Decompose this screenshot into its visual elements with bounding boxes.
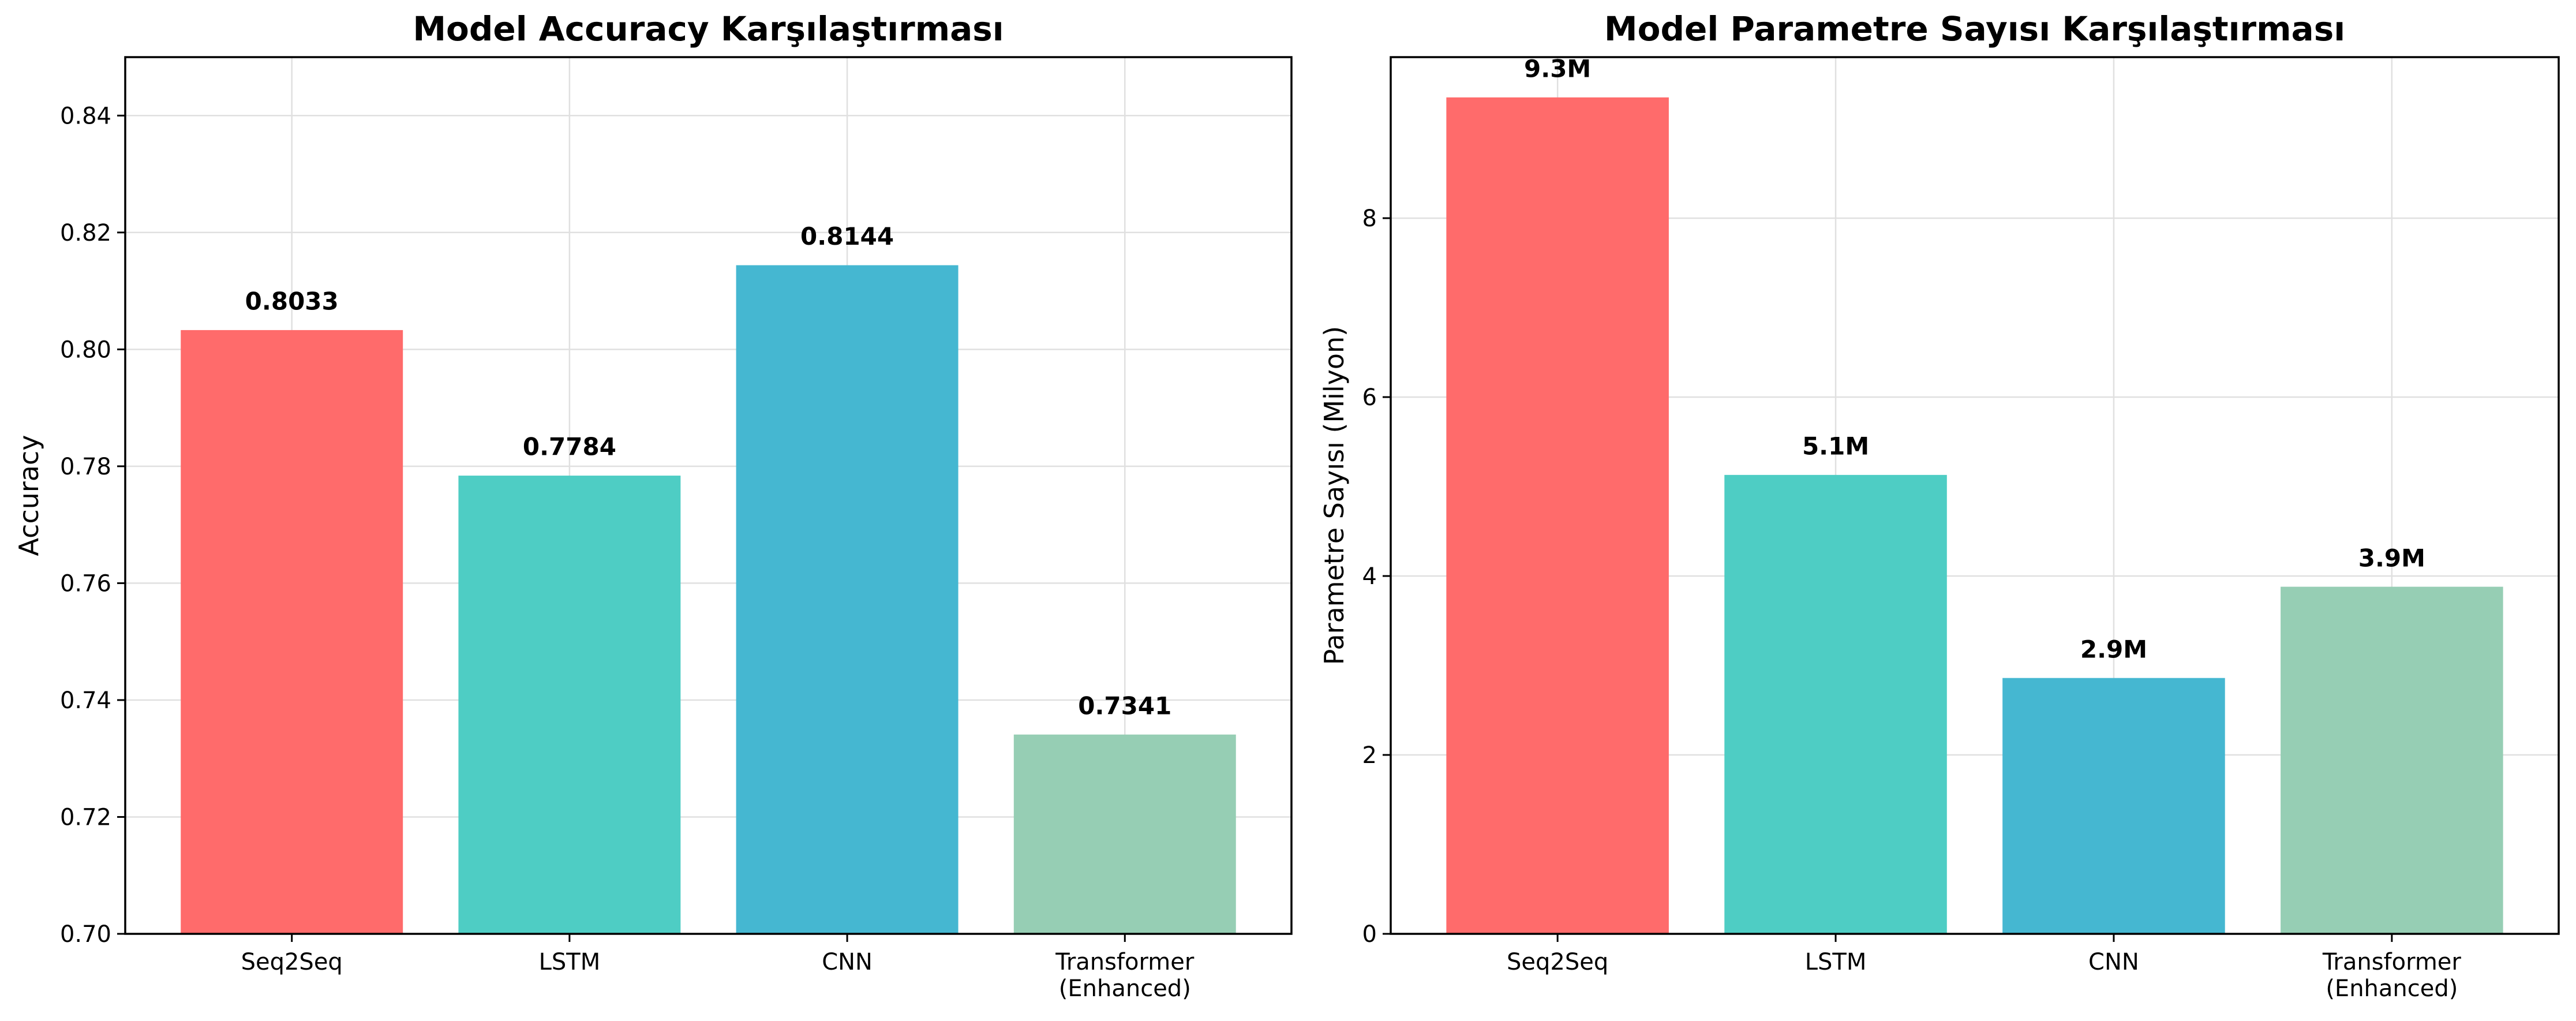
y-tick-label: 0.82 xyxy=(60,220,111,246)
bar-transformer xyxy=(2281,586,2503,934)
y-tick-label: 0.84 xyxy=(60,103,111,129)
bar-value-label: 2.9M xyxy=(2080,635,2147,663)
y-tick-label: 8 xyxy=(1362,205,1377,232)
y-tick-label: 0.74 xyxy=(60,687,111,714)
y-tick-label: 0.76 xyxy=(60,570,111,597)
x-tick-label: CNN xyxy=(822,949,873,975)
y-tick-label: 0 xyxy=(1362,921,1377,948)
y-tick-label: 4 xyxy=(1362,563,1377,590)
parameter-count-chart: 9.3M 5.1M 2.9M 3.9M 0 2 4 6 8 Seq2Seq LSTM CNN Trans… xyxy=(1319,9,2560,1002)
y-tick-label: 0.72 xyxy=(60,804,111,831)
x-tick-label: Transformer xyxy=(2322,949,2462,975)
x-tick-label: Seq2Seq xyxy=(1507,949,1608,975)
bar-value-label: 0.7784 xyxy=(523,433,616,461)
x-tick-label: Seq2Seq xyxy=(241,949,343,975)
bar-seq2seq xyxy=(1446,97,1669,934)
y-tick-label: 0.80 xyxy=(60,336,111,363)
bar-value-label: 5.1M xyxy=(1802,432,1869,461)
x-tick-label: (Enhanced) xyxy=(1059,975,1191,1002)
bar-transformer xyxy=(1013,734,1236,934)
bar-value-label: 0.8144 xyxy=(800,222,894,250)
bar-cnn xyxy=(2002,678,2225,934)
bar-lstm xyxy=(1724,474,1947,934)
bar-value-label: 9.3M xyxy=(1524,54,1591,83)
y-tick-label: 0.70 xyxy=(60,921,111,948)
x-tick-label: Transformer xyxy=(1055,949,1195,975)
y-axis-label: Parametre Sayısı (Milyon) xyxy=(1319,326,1350,665)
bar-value-label: 0.8033 xyxy=(245,287,339,316)
x-tick-label: LSTM xyxy=(1805,949,1867,975)
y-tick-label: 6 xyxy=(1362,384,1377,411)
bar-value-label: 0.7341 xyxy=(1078,691,1171,720)
x-tick-label: CNN xyxy=(2088,949,2139,975)
y-axis-label: Accuracy xyxy=(13,435,44,556)
x-tick-label: (Enhanced) xyxy=(2326,975,2458,1002)
plot-frame xyxy=(1390,56,2560,935)
bar-value-label: 3.9M xyxy=(2358,544,2425,572)
chart-title: Model Accuracy Karşılaştırması xyxy=(413,9,1004,48)
x-tick-label: LSTM xyxy=(539,949,601,975)
y-tick-label: 0.78 xyxy=(60,454,111,480)
bar-lstm xyxy=(458,476,681,934)
bar-seq2seq xyxy=(181,330,403,934)
chart-title: Model Parametre Sayısı Karşılaştırması xyxy=(1604,9,2345,48)
accuracy-chart: 0.8033 0.7784 0.8144 0.7341 0.70 0.72 0.74 0.76… xyxy=(13,9,1293,1002)
y-tick-label: 2 xyxy=(1362,742,1377,769)
bar-cnn xyxy=(736,265,958,934)
plot-frame xyxy=(124,56,1293,935)
